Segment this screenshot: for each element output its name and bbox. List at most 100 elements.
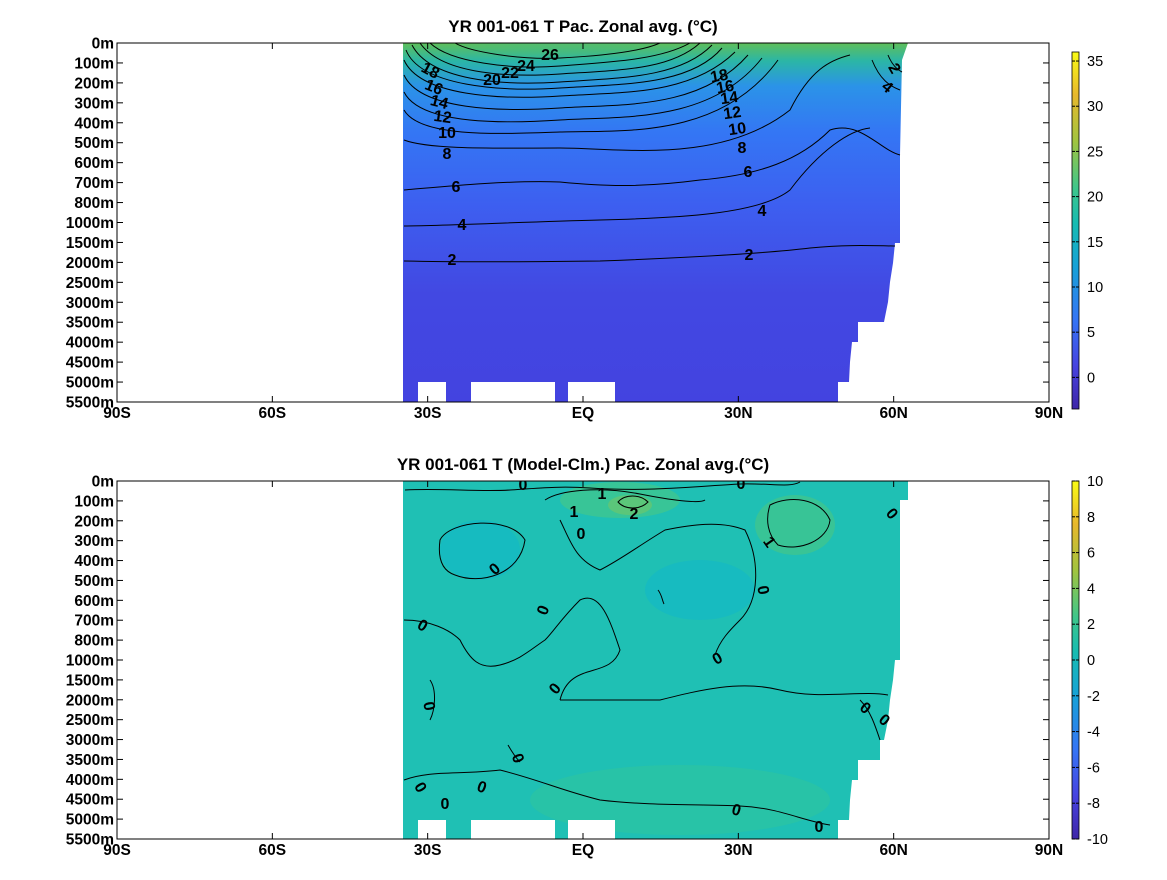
y-tick-label: 0m	[92, 36, 114, 53]
contour-0	[438, 522, 526, 580]
contour-label: 2	[630, 506, 639, 523]
contour-20	[411, 44, 713, 84]
colorbar-ticks: 0 5 10 15 20 25 30 35	[1072, 54, 1103, 386]
colorbar-tick-label: 20	[1087, 190, 1103, 206]
colorbar-tick-label: 25	[1087, 144, 1103, 160]
colorbar-tick-label: -8	[1087, 796, 1100, 812]
y-tick-label: 700m	[74, 613, 114, 630]
contour-12	[403, 57, 763, 123]
y-tick-label: 600m	[74, 593, 114, 610]
colorbar-tick-label: -6	[1087, 760, 1100, 776]
chart-title: YR 001-061 T (Model-Clm.) Pac. Zonal avg…	[397, 455, 769, 474]
colorbar-tick-label: -4	[1087, 725, 1100, 741]
y-tick-label: 200m	[74, 513, 114, 530]
panel-anomaly: YR 001-061 T (Model-Clm.) Pac. Zonal avg…	[66, 455, 1108, 859]
contour-18	[405, 47, 723, 90]
colorbar-tick-label: 15	[1087, 235, 1103, 251]
chart-title: YR 001-061 T Pac. Zonal avg. (°C)	[448, 17, 717, 36]
x-tick-label: EQ	[572, 405, 594, 422]
colorbar-tick-label: 35	[1087, 54, 1103, 70]
contour-2	[403, 245, 896, 263]
anomaly-warm-patch	[530, 765, 830, 835]
y-tick-label: 3500m	[66, 752, 114, 769]
contour-label: 0	[730, 801, 743, 820]
contour-label: 8	[443, 146, 452, 163]
colorbar-tick-label: 8	[1087, 510, 1095, 526]
x-tick-label: EQ	[572, 842, 594, 859]
anomaly-cool-patch	[440, 520, 520, 580]
x-tick-label: 30S	[414, 405, 442, 422]
contour-label: 10	[727, 120, 747, 139]
x-tick-label: 60S	[259, 842, 287, 859]
y-tick-label: 5500m	[66, 832, 114, 849]
y-tick-label: 1500m	[66, 672, 114, 689]
y-tick-label: 4000m	[66, 335, 114, 352]
colorbar-tick-label: 10	[1087, 474, 1103, 490]
y-tick-label: 2500m	[66, 275, 114, 292]
axes: 90S 60S 30S EQ 30N 60N 90N 0m 100m 200m 300m 400m 50…	[66, 474, 1063, 860]
contour-label: 0	[737, 476, 746, 493]
contour-0	[559, 519, 757, 656]
seafloor-mask	[418, 382, 446, 402]
x-tick-label: 60N	[879, 405, 907, 422]
colorbar-tick-label: 6	[1087, 546, 1095, 562]
contour-4	[403, 127, 871, 227]
contour-0	[404, 481, 801, 492]
contour-label: 2	[448, 252, 457, 269]
x-tick-label: 90N	[1035, 405, 1063, 422]
y-tick-label: 4500m	[66, 355, 114, 372]
colorbar-tick-label: -2	[1087, 689, 1100, 705]
contour-label: 26	[541, 47, 559, 64]
contour-0	[657, 589, 665, 605]
contour-0	[859, 699, 881, 741]
contour-lines	[403, 481, 889, 826]
y-tick-label: 800m	[74, 195, 114, 212]
x-tick-label: 90S	[103, 842, 131, 859]
panel-climatology: YR 001-061 T Pac. Zonal avg. (°C)	[66, 17, 1103, 422]
x-tick-label: 60S	[259, 405, 287, 422]
contour-label: 16	[422, 77, 445, 99]
contour-label: 1	[598, 486, 607, 503]
contour-0	[429, 679, 435, 721]
contour-label: 18	[709, 67, 730, 87]
contour-0	[560, 685, 889, 701]
contour-4-north	[871, 59, 901, 91]
colorbar-ticks: -10 -8 -6 -4 -2 0 2 4 6 8 10	[1072, 474, 1108, 848]
contour-label: 14	[428, 92, 450, 113]
colorbar-tick-label: 10	[1087, 280, 1103, 296]
contour-label: 0	[753, 584, 771, 596]
y-tick-label: 500m	[74, 573, 114, 590]
x-tick-label: 30N	[724, 405, 752, 422]
contour-label: 0	[441, 796, 450, 813]
contour-label: 8	[738, 140, 747, 157]
contour-2	[617, 495, 649, 509]
y-tick-label: 600m	[74, 155, 114, 172]
colorbar-tick-label: 2	[1087, 617, 1095, 633]
seafloor-mask	[568, 820, 615, 839]
seafloor-mask	[471, 820, 555, 839]
contour-label: 14	[719, 89, 739, 108]
y-tick-label: 500m	[74, 135, 114, 152]
contour-label: 6	[452, 179, 461, 196]
y-tick-label: 3000m	[66, 732, 114, 749]
x-tick-label: 90S	[103, 405, 131, 422]
y-tick-label: 0m	[92, 474, 114, 491]
x-tick-label: 30N	[724, 842, 752, 859]
y-tick-label: 300m	[74, 533, 114, 550]
colorbar-tick-label: 0	[1087, 370, 1095, 386]
contour-26	[454, 43, 661, 59]
x-tick-label: 60N	[879, 842, 907, 859]
y-tick-label: 1500m	[66, 235, 114, 252]
contour-label: 12	[722, 104, 742, 123]
y-tick-label: 1000m	[66, 653, 114, 670]
contour-lines	[403, 43, 903, 263]
y-tick-label: 5000m	[66, 375, 114, 392]
contour-0	[403, 597, 621, 701]
y-tick-label: 3000m	[66, 295, 114, 312]
anomaly-cool-patch	[645, 560, 755, 620]
colorbar-tick-label: 5	[1087, 325, 1095, 341]
anomaly-warm-patch	[755, 495, 835, 555]
contour-label: 2	[745, 247, 754, 264]
y-tick-label: 5500m	[66, 395, 114, 412]
y-tick-label: 200m	[74, 75, 114, 92]
